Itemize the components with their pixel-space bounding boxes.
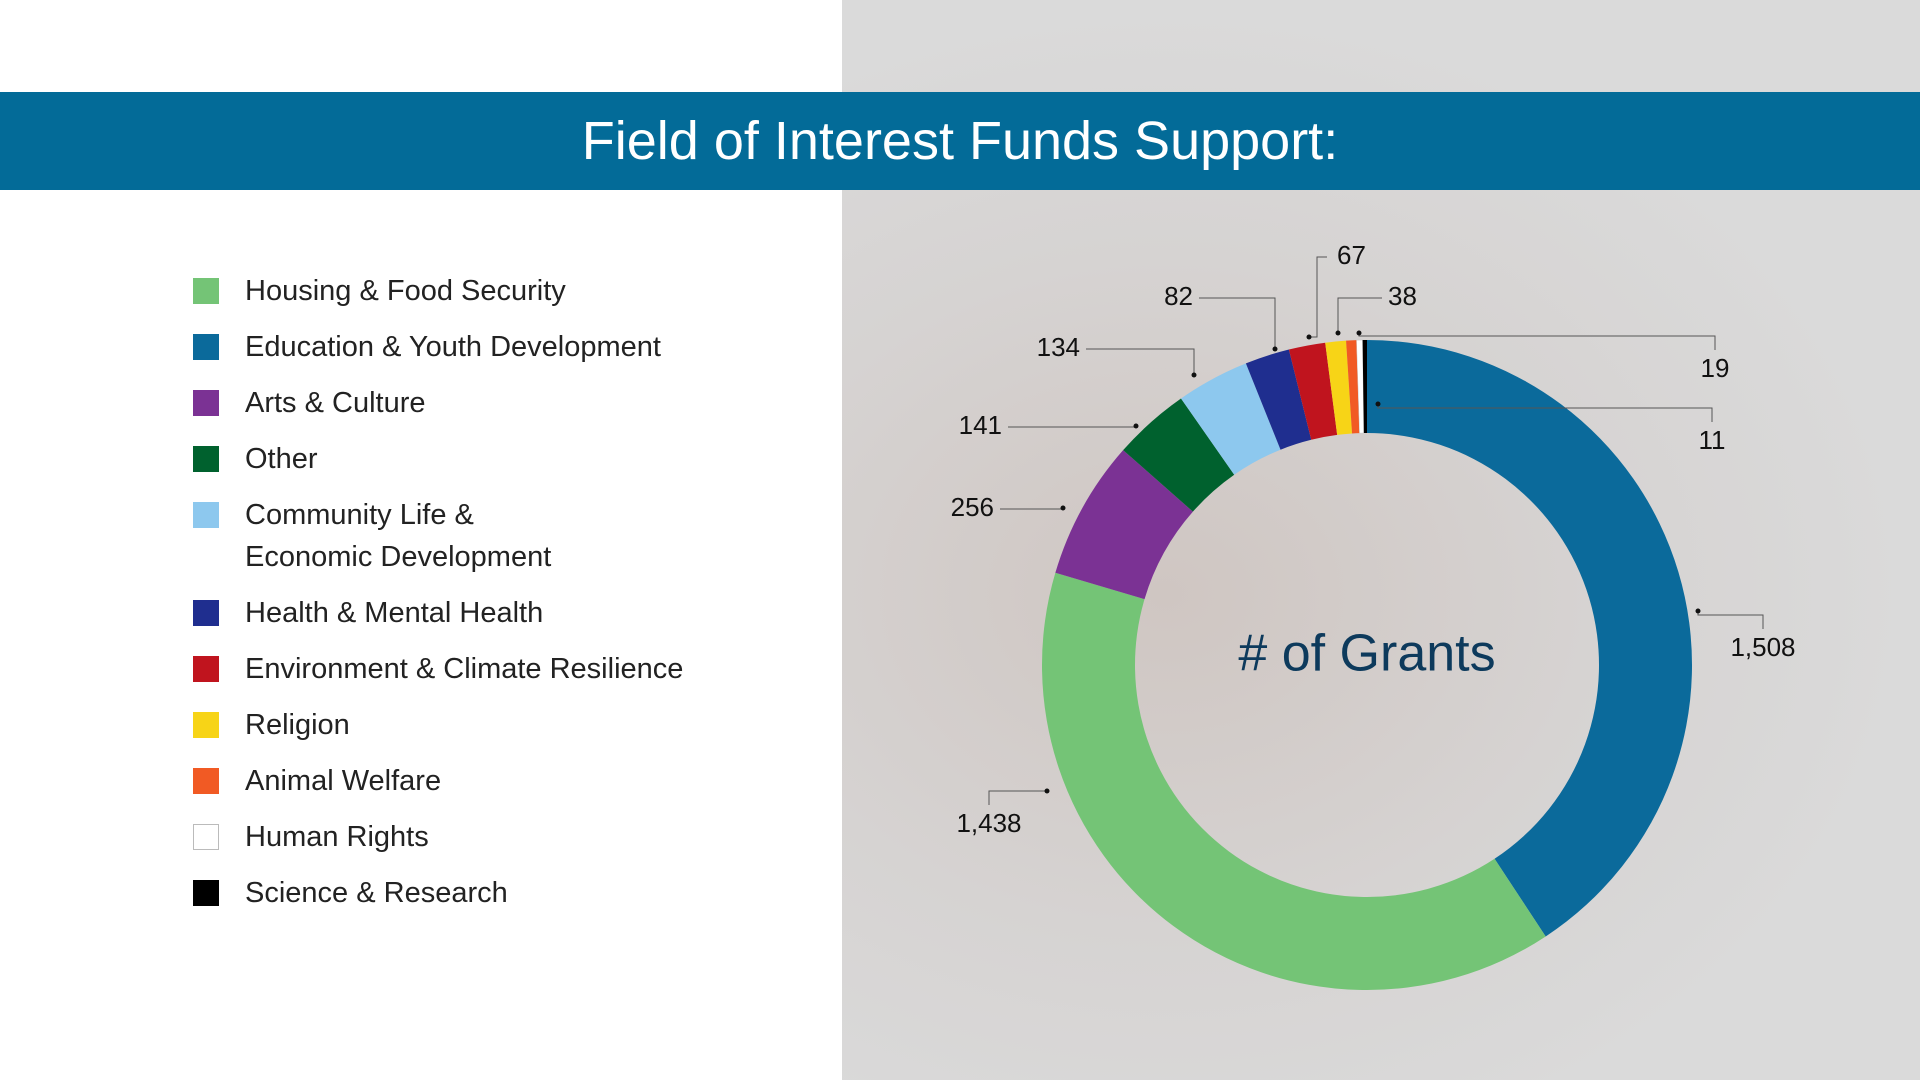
legend-swatch bbox=[193, 768, 219, 794]
data-label: 67 bbox=[1337, 240, 1366, 270]
donut-slice bbox=[1123, 398, 1235, 512]
leader-dot bbox=[1272, 346, 1278, 352]
leader-line bbox=[1008, 426, 1137, 428]
donut-slice bbox=[1042, 572, 1546, 991]
legend-label: Education & Youth Development bbox=[245, 331, 661, 363]
legend-item: Other bbox=[193, 438, 683, 480]
legend-label: Human Rights bbox=[245, 821, 429, 853]
legend: Housing & Food Security Education & Youth… bbox=[193, 270, 683, 928]
leader-line bbox=[1199, 297, 1276, 349]
legend-swatch bbox=[193, 390, 219, 416]
legend-swatch bbox=[193, 600, 219, 626]
donut-slice bbox=[1181, 363, 1281, 475]
legend-swatch bbox=[193, 880, 219, 906]
donut-slice bbox=[1346, 340, 1360, 434]
donut-slice bbox=[1055, 450, 1193, 600]
leader-dot bbox=[1695, 608, 1701, 614]
legend-swatch bbox=[193, 656, 219, 682]
legend-item: Education & Youth Development bbox=[193, 326, 683, 368]
center-label: # of Grants bbox=[1238, 625, 1495, 683]
data-label: 141 bbox=[959, 410, 1002, 440]
data-label: 11 bbox=[1699, 425, 1726, 455]
donut-slice bbox=[1325, 340, 1353, 435]
data-label: 38 bbox=[1388, 281, 1417, 311]
legend-swatch bbox=[193, 334, 219, 360]
leader-dot bbox=[1191, 372, 1197, 378]
legend-item: Human Rights bbox=[193, 816, 683, 858]
donut-slice bbox=[1245, 349, 1312, 450]
leader-line bbox=[1337, 297, 1382, 333]
data-label: 19 bbox=[1701, 353, 1730, 383]
data-label: 1,438 bbox=[956, 808, 1021, 838]
legend-label: Health & Mental Health bbox=[245, 597, 544, 629]
legend-item: Science & Research bbox=[193, 872, 683, 914]
donut-slice bbox=[1362, 340, 1367, 434]
leader-dot bbox=[1375, 401, 1381, 407]
leader-line bbox=[1697, 611, 1764, 629]
legend-item: Arts & Culture bbox=[193, 382, 683, 424]
legend-swatch bbox=[193, 502, 219, 528]
title: Field of Interest Funds Support: bbox=[581, 111, 1339, 171]
legend-item: Housing & Food Security bbox=[193, 270, 683, 312]
data-label: 1,508 bbox=[1730, 632, 1795, 662]
leader-dot bbox=[1356, 330, 1362, 336]
legend-label: Science & Research bbox=[245, 877, 508, 909]
legend-label: Other bbox=[245, 443, 318, 475]
legend-item: Environment & Climate Resilience bbox=[193, 648, 683, 690]
leader-dot bbox=[1133, 423, 1139, 429]
legend-label: Animal Welfare bbox=[245, 765, 442, 797]
leader-line bbox=[988, 790, 1047, 805]
legend-item: Animal Welfare bbox=[193, 760, 683, 802]
leader-line bbox=[1086, 348, 1195, 375]
legend-swatch bbox=[193, 824, 219, 850]
legend-swatch bbox=[193, 446, 219, 472]
data-label: 82 bbox=[1164, 281, 1193, 311]
data-label: 256 bbox=[951, 492, 994, 522]
leader-line bbox=[1309, 256, 1327, 338]
legend-item: Community Life & Economic Development bbox=[193, 494, 683, 578]
leader-line bbox=[1000, 508, 1064, 510]
legend-swatch bbox=[193, 278, 219, 304]
legend-item: Health & Mental Health bbox=[193, 592, 683, 634]
leader-dot bbox=[1044, 788, 1050, 794]
legend-label: Religion bbox=[245, 709, 350, 741]
leader-dot bbox=[1060, 505, 1066, 511]
legend-item: Religion bbox=[193, 704, 683, 746]
title-banner: Field of Interest Funds Support: bbox=[0, 92, 1920, 190]
legend-label: Community Life & Economic Development bbox=[245, 499, 552, 573]
legend-swatch bbox=[193, 712, 219, 738]
leader-dot bbox=[1335, 330, 1341, 336]
legend-label: Environment & Climate Resilience bbox=[245, 653, 684, 685]
legend-label: Housing & Food Security bbox=[245, 275, 566, 307]
leader-dot bbox=[1306, 334, 1312, 340]
legend-label: Arts & Culture bbox=[245, 387, 426, 419]
data-label: 134 bbox=[1037, 332, 1080, 362]
donut-slice bbox=[1288, 342, 1338, 440]
donut-slice bbox=[1367, 340, 1692, 937]
